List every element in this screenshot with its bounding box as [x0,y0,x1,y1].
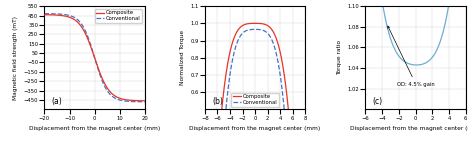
Composite [139,100,145,102]
X-axis label: Displacement from the magnet center (mm): Displacement from the magnet center (mm) [190,126,321,131]
Composite [142,100,147,102]
Composite [42,14,47,16]
Text: Landing zone:
7% gain.: Landing zone: 7% gain. [0,153,1,154]
Composite [250,22,256,24]
Composite [96,69,102,71]
Composite [90,51,95,53]
Conventional [96,70,102,72]
Line: Conventional: Conventional [44,14,145,102]
Conventional [89,49,95,50]
Composite [256,22,262,24]
Text: ID: >6% gain: ID: >6% gain [0,153,1,154]
Composite [252,22,258,24]
Text: (b): (b) [212,97,223,106]
Conventional [250,28,256,30]
Line: Composite: Composite [44,15,145,101]
Conventional [262,30,268,32]
Conventional [256,29,262,30]
Conventional [124,100,130,102]
Composite [262,23,268,25]
X-axis label: Displacement from the magnet center (mm): Displacement from the magnet center (mm) [350,126,468,131]
Legend: Composite, Conventional: Composite, Conventional [95,9,142,23]
Conventional [139,101,145,103]
Composite [285,98,290,100]
Composite [89,49,95,51]
Conventional [90,50,95,52]
Y-axis label: Torque ratio: Torque ratio [337,40,342,75]
Text: (a): (a) [51,97,62,106]
Conventional [42,13,47,15]
Text: (c): (c) [373,97,382,106]
Text: OD: 4.5% gain: OD: 4.5% gain [388,26,435,87]
Line: Conventional: Conventional [205,29,305,154]
Y-axis label: Normalized Torque: Normalized Torque [180,30,185,85]
X-axis label: Displacement from the magnet center (mm): Displacement from the magnet center (mm) [29,126,160,131]
Conventional [252,28,258,30]
Y-axis label: Magnetic field strength (mT): Magnetic field strength (mT) [13,16,18,100]
Conventional [142,101,147,103]
Line: Composite: Composite [205,23,305,154]
Composite [250,22,256,24]
Composite [102,82,107,83]
Conventional [285,146,290,148]
Conventional [250,28,256,30]
Legend: Composite, Conventional: Composite, Conventional [231,93,279,107]
Composite [124,99,130,101]
Conventional [102,84,107,86]
